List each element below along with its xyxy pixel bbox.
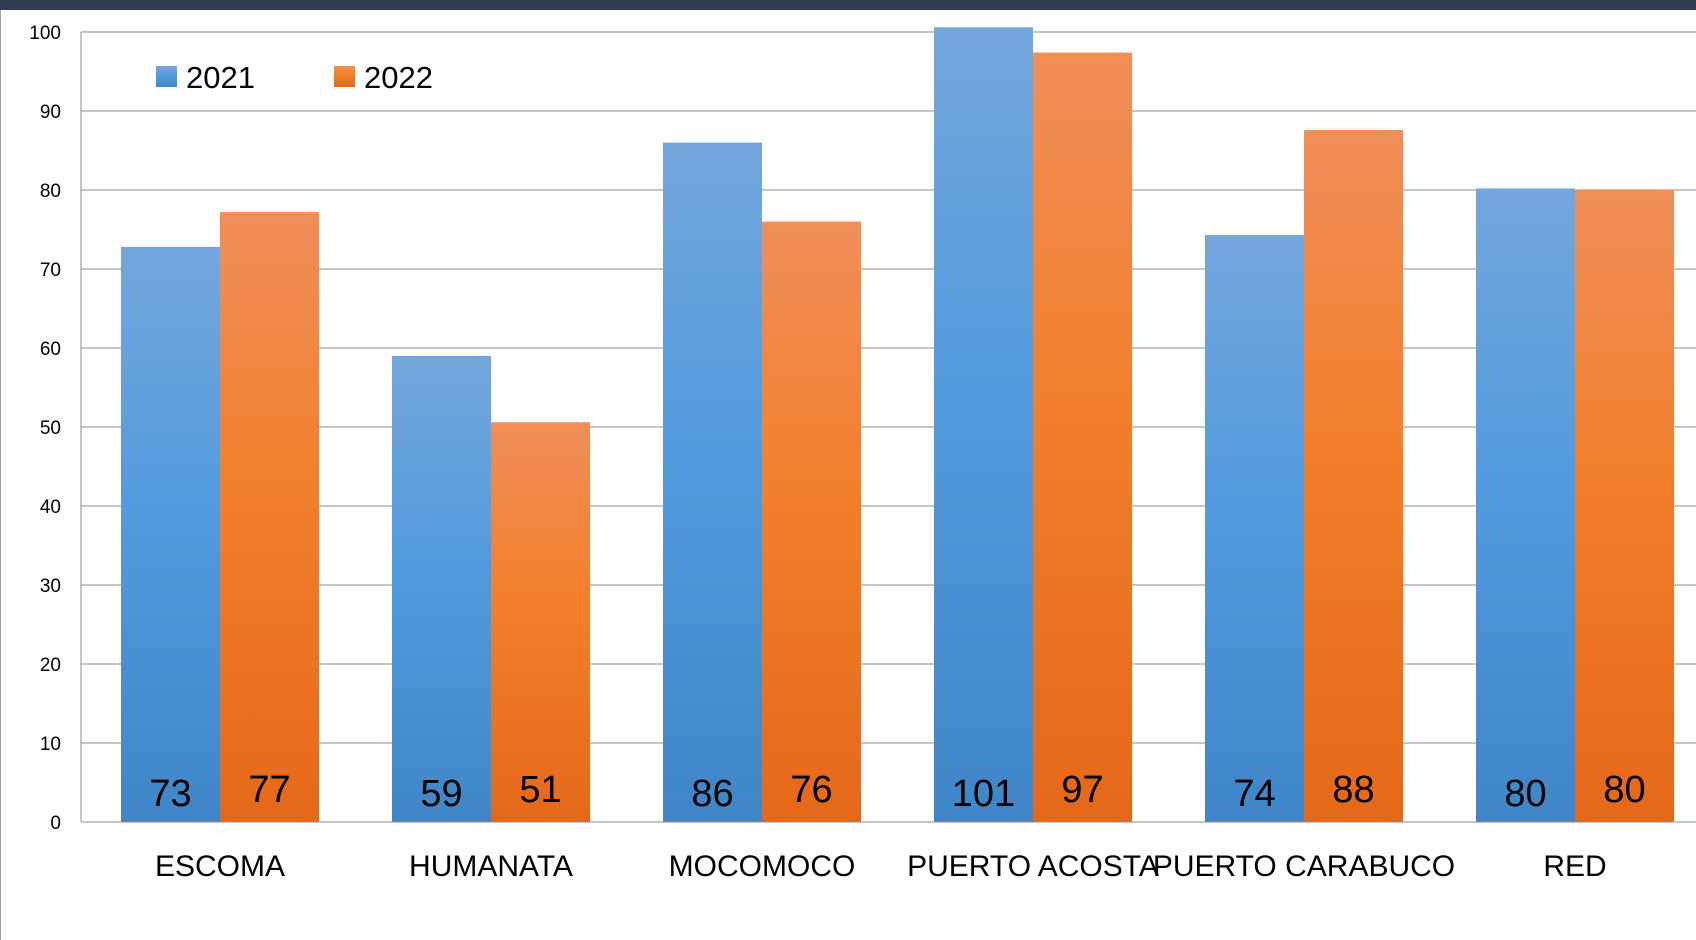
data-label: 86 [691, 773, 733, 815]
y-tick-label: 80 [40, 181, 61, 202]
bar-2021-escoma [121, 246, 220, 822]
x-category-label: ESCOMA [155, 850, 285, 883]
y-tick-label: 0 [50, 813, 61, 834]
y-tick-label: 10 [40, 734, 61, 755]
bar-2021-humanata [392, 355, 491, 822]
legend-label: 2022 [364, 60, 433, 95]
x-category-label: HUMANATA [409, 850, 573, 883]
bar-2021-mocomoco [663, 142, 762, 823]
y-tick-label: 70 [40, 260, 61, 281]
chart-frame: 0 10 20 30 40 50 60 70 80 90 100 ESCOMA HUMANATA MOCO… [0, 10, 1696, 940]
x-category-label: MOCOMOCO [669, 850, 856, 883]
legend-label: 2021 [186, 60, 255, 95]
legend-swatch-2022 [334, 66, 355, 87]
bar-2021-puerto-carabuco [1205, 235, 1304, 822]
x-category-label: PUERTO CARABUCO [1153, 850, 1455, 883]
data-label: 73 [149, 773, 191, 815]
y-tick-label: 50 [40, 418, 61, 439]
y-tick-label: 90 [40, 102, 61, 123]
bar-2022-escoma [220, 212, 319, 822]
y-tick-label: 100 [29, 23, 61, 44]
axes: 0 10 20 30 40 50 60 70 80 90 100 ESCOMA HUMANATA MOCO… [29, 23, 1696, 883]
data-label: 76 [790, 769, 832, 811]
chart: 0 10 20 30 40 50 60 70 80 90 100 ESCOMA HUMANATA MOCO… [29, 23, 1696, 883]
bar-2021-puerto-acosta [934, 27, 1033, 822]
y-tick-label: 20 [40, 655, 61, 676]
y-tick-label: 30 [40, 576, 61, 597]
data-labels: 73 77 59 51 86 76 101 97 74 88 80 80 [149, 769, 1645, 815]
data-label: 101 [952, 773, 1015, 815]
y-tick-label: 40 [40, 497, 61, 518]
legend: 2021 2022 [156, 60, 433, 95]
bar-2022-mocomoco [762, 221, 861, 823]
bar-2022-puerto-carabuco [1304, 129, 1403, 823]
bars [121, 27, 1674, 823]
data-label: 97 [1061, 769, 1103, 811]
gridlines [81, 31, 1696, 823]
data-label: 77 [248, 769, 290, 811]
bar-2022-red [1575, 190, 1674, 822]
data-label: 88 [1332, 769, 1374, 811]
data-label: 59 [420, 773, 462, 815]
bar-2022-puerto-acosta [1033, 52, 1132, 823]
data-label: 74 [1233, 773, 1275, 815]
data-label: 51 [519, 769, 561, 811]
data-label: 80 [1603, 769, 1645, 811]
x-category-label: RED [1543, 850, 1606, 883]
legend-swatch-2021 [156, 66, 177, 87]
data-label: 80 [1504, 773, 1546, 815]
bar-2021-red [1476, 188, 1575, 823]
bar-2022-humanata [491, 422, 590, 822]
y-tick-label: 60 [40, 339, 61, 360]
x-category-label: PUERTO ACOSTA [907, 850, 1159, 883]
